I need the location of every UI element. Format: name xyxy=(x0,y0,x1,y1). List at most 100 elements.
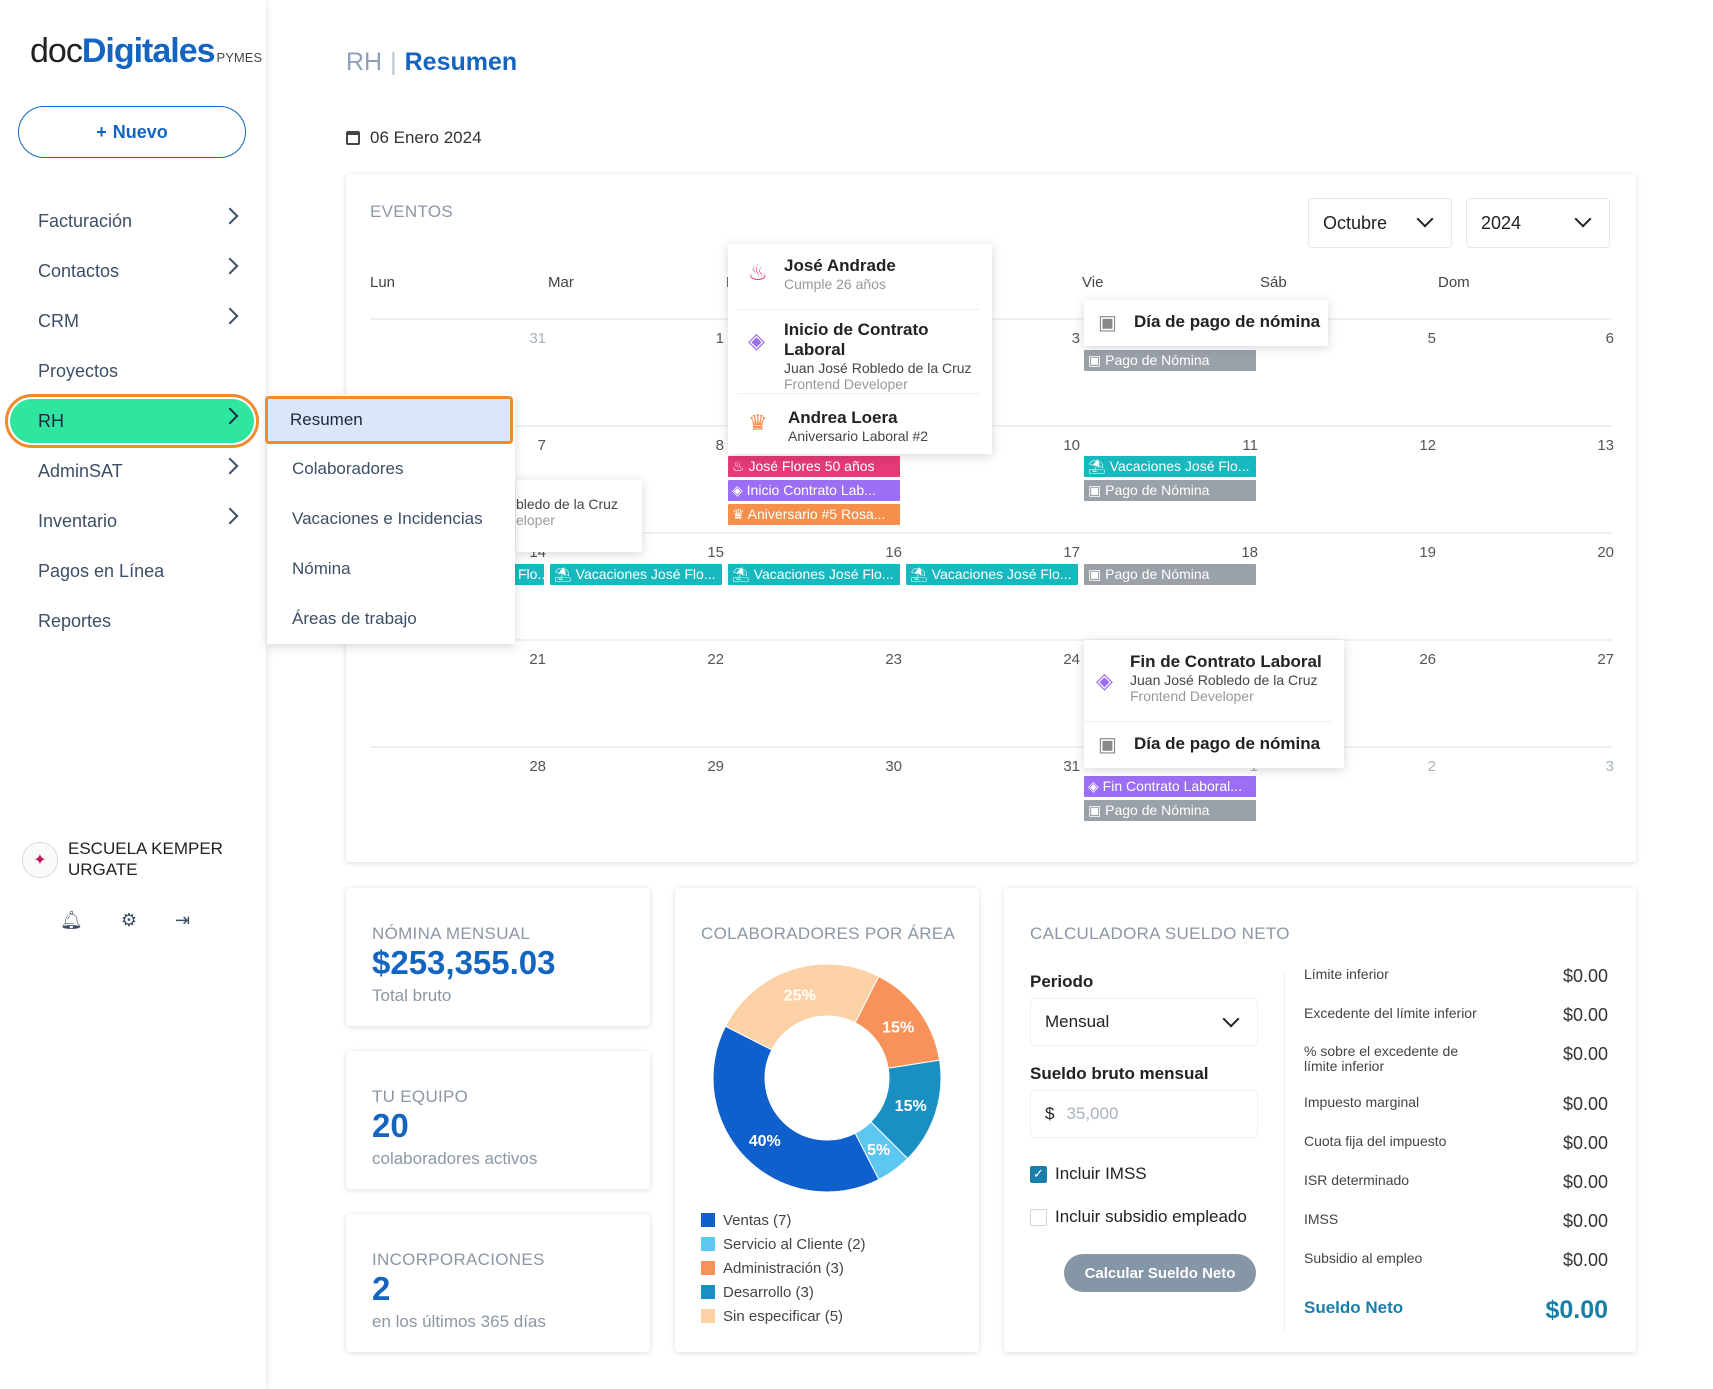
calendar-day[interactable]: 30 xyxy=(885,758,902,775)
calendar-day[interactable]: 27 xyxy=(1597,651,1614,668)
slice-label: 15% xyxy=(895,1098,927,1115)
calendar-day[interactable]: 6 xyxy=(1605,330,1614,347)
donut-slice[interactable] xyxy=(724,963,880,1051)
money-icon: ▣ xyxy=(1098,734,1117,756)
event-chip-pago[interactable]: ▣ Pago de Nómina xyxy=(1084,800,1256,821)
calendar-day[interactable]: 29 xyxy=(707,758,724,775)
submenu-item-colaboradores[interactable]: Colaboradores xyxy=(292,459,404,478)
calcular-button[interactable]: Calcular Sueldo Neto xyxy=(1064,1254,1256,1292)
nav-label: Inventario xyxy=(38,510,118,531)
breadcrumb-root[interactable]: RH xyxy=(346,48,383,76)
popup-row-pago[interactable]: ▣ Día de pago de nómina xyxy=(1084,300,1328,334)
nav-item-pagos[interactable]: Pagos en Línea xyxy=(0,546,266,596)
nav-item-facturacion[interactable]: Facturación xyxy=(0,196,266,246)
calendar-day[interactable]: 21 xyxy=(529,651,546,668)
popup-sub2: Frontend Developer xyxy=(784,376,908,392)
submenu-item-vacaciones[interactable]: Vacaciones e Incidencias xyxy=(292,509,483,528)
legend-swatch xyxy=(701,1309,715,1323)
popup-row-cumple[interactable]: ♨ José Andrade Cumple 26 años xyxy=(738,256,980,310)
nav-item-proyectos[interactable]: Proyectos xyxy=(0,346,266,396)
legend-item[interactable]: Administración (3) xyxy=(701,1256,866,1280)
submenu-item-nomina[interactable]: Nómina xyxy=(292,559,351,578)
popup-title: Día de pago de nómina xyxy=(1134,312,1321,331)
month-select[interactable]: Octubre xyxy=(1308,198,1452,248)
new-button[interactable]: + Nuevo xyxy=(18,106,246,158)
popup-partial-line1: bledo de la Cruz xyxy=(516,496,618,512)
calendar-day[interactable]: 18 xyxy=(1241,544,1258,561)
sueldo-input[interactable]: $ 35,000 xyxy=(1030,1090,1258,1138)
legend-item[interactable]: Ventas (7) xyxy=(701,1208,866,1232)
logout-icon[interactable]: ⇥ xyxy=(175,910,191,930)
calendar-day[interactable]: 1 xyxy=(715,330,724,347)
result-row: Excedente del límite inferior $0.00 xyxy=(1304,1005,1608,1025)
calendar-day[interactable]: 26 xyxy=(1419,651,1436,668)
event-chip-fin-contrato[interactable]: ◈ Fin Contrato Laboral... xyxy=(1084,776,1256,797)
year-select[interactable]: 2024 xyxy=(1466,198,1610,248)
calendar-day[interactable]: 11 xyxy=(1242,437,1258,454)
calendar-day[interactable]: 23 xyxy=(885,651,902,668)
nav-label: RH xyxy=(38,410,64,431)
popup-row-pago[interactable]: ▣ Día de pago de nómina xyxy=(1084,722,1344,756)
bell-icon[interactable]: 🔔︎ xyxy=(60,910,83,930)
calendar-day[interactable]: 2 xyxy=(1427,758,1436,775)
event-chip-vacaciones[interactable]: ⛱ Vacaciones José Flo... xyxy=(550,564,722,585)
calendar-day[interactable]: 15 xyxy=(707,544,724,561)
nav-item-crm[interactable]: CRM xyxy=(0,296,266,346)
calendar-day[interactable]: 10 xyxy=(1063,437,1080,454)
calendar-day[interactable]: 31 xyxy=(1063,758,1080,775)
calendar-day[interactable]: 22 xyxy=(707,651,724,668)
chip-label: Vacaciones José Flo... xyxy=(931,566,1072,582)
imss-checkbox[interactable]: ✓ Incluir IMSS xyxy=(1030,1164,1147,1184)
nav-item-contactos[interactable]: Contactos xyxy=(0,246,266,296)
popup-row-aniversario[interactable]: ♛ Andrea Loera Aniversario Laboral #2 xyxy=(738,394,980,454)
calendar-day[interactable]: 3 xyxy=(1605,758,1614,775)
event-chip-vacaciones[interactable]: ⛱ Vacaciones José Flo... xyxy=(728,564,900,585)
calendar-day[interactable]: 7 xyxy=(537,437,546,454)
nav-item-reportes[interactable]: Reportes xyxy=(0,596,266,646)
calendar-day[interactable]: 17 xyxy=(1063,544,1080,561)
submenu-item-areas[interactable]: Áreas de trabajo xyxy=(292,609,417,628)
event-chip-cumple[interactable]: ♨ José Flores 50 años xyxy=(728,456,900,477)
calendar-day[interactable]: 12 xyxy=(1419,437,1436,454)
legend-label: Desarrollo (3) xyxy=(723,1283,814,1301)
event-chip-pago[interactable]: ▣ Pago de Nómina xyxy=(1084,564,1256,585)
event-chip-pago[interactable]: ▣ Pago de Nómina xyxy=(1084,480,1256,501)
gear-icon[interactable]: ⚙ xyxy=(120,910,137,930)
submenu-item-resumen[interactable]: Resumen xyxy=(265,396,513,444)
money-icon: ▣ xyxy=(1098,312,1117,334)
periodo-select[interactable]: Mensual xyxy=(1030,998,1258,1046)
calendar-day[interactable]: 19 xyxy=(1419,544,1436,561)
sueldo-placeholder: 35,000 xyxy=(1066,1104,1119,1123)
chip-label: Vacaciones José Flo... xyxy=(575,566,716,582)
legend-item[interactable]: Sin especificar (5) xyxy=(701,1304,866,1328)
event-chip-vacaciones[interactable]: ⛱ Vacaciones José Flo... xyxy=(906,564,1078,585)
calendar-day[interactable]: 28 xyxy=(529,758,546,775)
calendar-day[interactable]: 13 xyxy=(1597,437,1614,454)
legend-item[interactable]: Desarrollo (3) xyxy=(701,1280,866,1304)
calendar-day[interactable]: 8 xyxy=(715,437,724,454)
legend-item[interactable]: Servicio al Cliente (2) xyxy=(701,1232,866,1256)
calendar-day[interactable]: 31 xyxy=(529,330,546,347)
calendar-day[interactable]: 3 xyxy=(1071,330,1080,347)
popup-row-fin[interactable]: ◈ Fin de Contrato Laboral Juan José Robl… xyxy=(1084,640,1332,722)
logo[interactable]: docDigitales PYMES xyxy=(30,32,262,71)
event-chip-vacaciones[interactable]: Flo... xyxy=(514,564,544,585)
subsidio-checkbox[interactable]: Incluir subsidio empleado xyxy=(1030,1207,1247,1227)
calendar-day[interactable]: 16 xyxy=(885,544,902,561)
calendar-day[interactable]: 5 xyxy=(1427,330,1436,347)
event-chip-aniversario[interactable]: ♛ Aniversario #5 Rosa... xyxy=(728,504,900,525)
popup-row-contrato[interactable]: ◈ Inicio de Contrato Laboral Juan José R… xyxy=(738,310,980,394)
periodo-label: Periodo xyxy=(1030,972,1094,991)
nav-item-inventario[interactable]: Inventario xyxy=(0,496,266,546)
calendar-day[interactable]: 24 xyxy=(1063,651,1080,668)
event-chip-vacaciones[interactable]: ⛱ Vacaciones José Flo... xyxy=(1084,456,1256,477)
money-icon: ▣ xyxy=(1088,802,1106,818)
popup-title: José Andrade xyxy=(784,256,896,275)
company-info[interactable]: ✦ ESCUELA KEMPER URGATE xyxy=(22,838,228,880)
nav-item-rh[interactable]: RH xyxy=(0,394,266,448)
donut-slice[interactable] xyxy=(712,1025,880,1193)
event-chip-pago[interactable]: ▣ Pago de Nómina xyxy=(1084,350,1256,371)
event-chip-inicio-contrato[interactable]: ◈ Inicio Contrato Lab... xyxy=(728,480,900,501)
calendar-day[interactable]: 20 xyxy=(1597,544,1614,561)
nav-item-adminsat[interactable]: AdminSAT xyxy=(0,446,266,496)
